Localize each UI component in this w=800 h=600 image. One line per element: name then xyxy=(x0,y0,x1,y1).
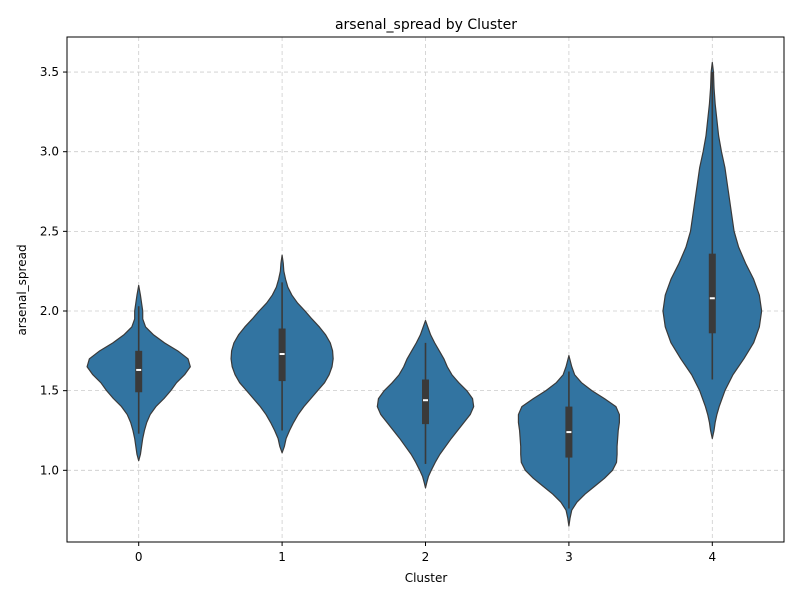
violin-iqr-box xyxy=(422,379,429,425)
violin-iqr-box xyxy=(708,253,716,334)
violin-cluster-0 xyxy=(86,284,191,462)
y-tick-label: 1.0 xyxy=(40,463,59,477)
violin-cluster-2 xyxy=(376,319,475,489)
y-tick-label: 2.0 xyxy=(40,304,59,318)
violin-cluster-1 xyxy=(230,254,334,454)
chart-title: arsenal_spread by Cluster xyxy=(335,17,517,33)
violin-cluster-3 xyxy=(517,355,620,527)
violins xyxy=(86,61,763,527)
x-axis-title: Cluster xyxy=(405,571,448,585)
violin-cluster-4 xyxy=(662,61,763,440)
plot-frame xyxy=(66,36,785,543)
y-tick-label: 3.0 xyxy=(40,145,59,159)
x-tick-label: 3 xyxy=(565,550,573,564)
x-tick-label: 1 xyxy=(278,550,286,564)
y-tick-label: 3.5 xyxy=(40,65,59,79)
y-axis-title: arsenal_spread xyxy=(15,244,29,335)
y-tick-label: 1.5 xyxy=(40,384,59,398)
x-tick-label: 0 xyxy=(135,550,143,564)
x-tick-label: 2 xyxy=(422,550,430,564)
axes: 1.0 1.5 2.0 2.5 3.0 3.5 0 1 2 3 4 xyxy=(40,65,716,564)
violin-iqr-box xyxy=(135,350,143,393)
y-tick-label: 2.5 xyxy=(40,224,59,238)
x-tick-label: 4 xyxy=(708,550,716,564)
